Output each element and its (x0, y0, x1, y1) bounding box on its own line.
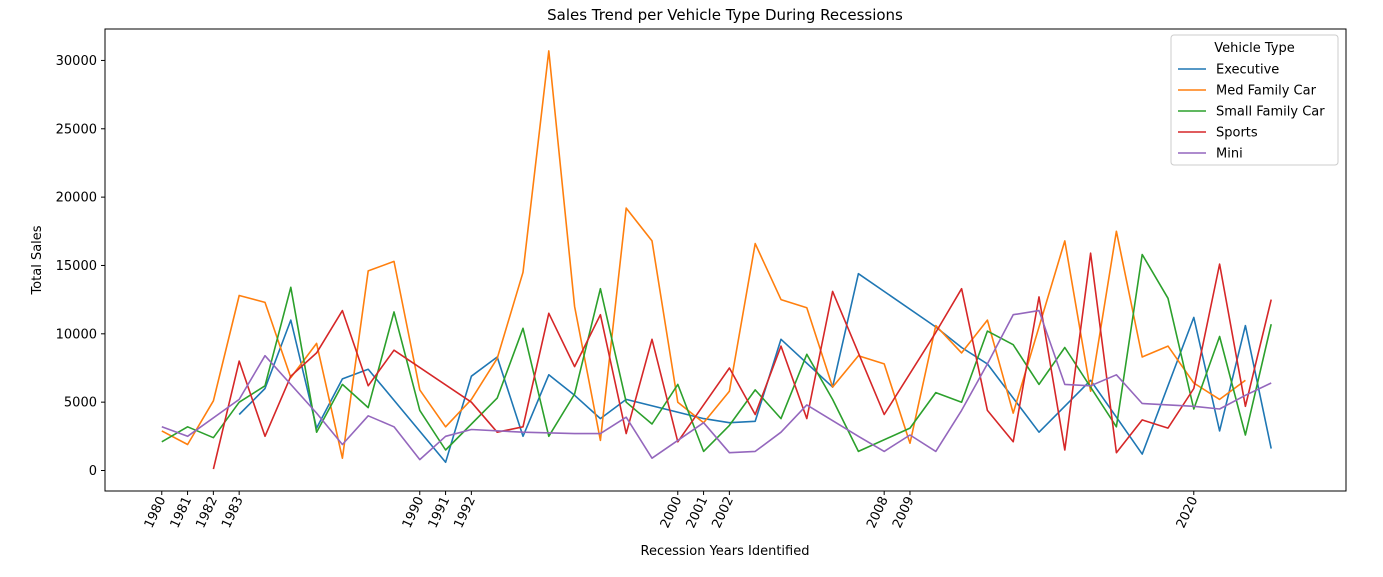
x-tick-label: 1983 (219, 494, 247, 530)
x-tick-label: 1990 (400, 494, 428, 530)
chart-title: Sales Trend per Vehicle Type During Rece… (547, 6, 903, 24)
x-tick-label: 2002 (709, 494, 737, 530)
series-line-3 (212, 252, 1272, 470)
legend: Vehicle Type Executive Med Family Car Smal… (1170, 34, 1339, 166)
y-tick-label: 20000 (56, 191, 97, 206)
x-tick-label: 1981 (168, 494, 196, 530)
x-tick-label: 1992 (451, 494, 479, 530)
series-line-2 (161, 253, 1272, 453)
legend-label: Med Family Car (1216, 84, 1317, 99)
legend-title: Vehicle Type (1214, 41, 1294, 56)
plot-lines (161, 50, 1272, 470)
legend-items: Executive Med Family Car Small Family Car S… (1178, 63, 1325, 162)
x-tick-label: 2009 (890, 494, 918, 530)
x-tick-label: 2001 (684, 494, 712, 530)
y-tick-label: 25000 (56, 122, 97, 137)
x-tick-label: 1980 (142, 494, 170, 530)
series-line-4 (161, 309, 1272, 461)
series-line-1 (161, 50, 1246, 460)
legend-label: Sports (1216, 126, 1258, 141)
y-tick-label: 5000 (64, 396, 97, 411)
y-tick-label: 15000 (56, 259, 97, 274)
x-tick-label: 2020 (1174, 494, 1202, 530)
y-tick-label: 0 (89, 464, 97, 479)
x-tick-label: 2008 (864, 494, 892, 530)
y-axis-title: Total Sales (30, 225, 45, 295)
y-axis: 0 5000 10000 15000 20000 25000 30000 (56, 54, 105, 479)
plot-frame (104, 28, 1347, 492)
y-tick-label: 10000 (56, 327, 97, 342)
legend-label: Small Family Car (1216, 105, 1325, 120)
series-line-0 (238, 272, 1272, 464)
x-tick-label: 2000 (658, 494, 686, 530)
x-axis-title: Recession Years Identified (641, 544, 810, 559)
x-tick-label: 1991 (426, 494, 454, 530)
legend-label: Mini (1216, 147, 1243, 162)
y-tick-label: 30000 (56, 54, 97, 69)
legend-label: Executive (1216, 63, 1279, 78)
legend-box (1170, 34, 1339, 166)
x-tick-label: 1982 (193, 494, 221, 530)
